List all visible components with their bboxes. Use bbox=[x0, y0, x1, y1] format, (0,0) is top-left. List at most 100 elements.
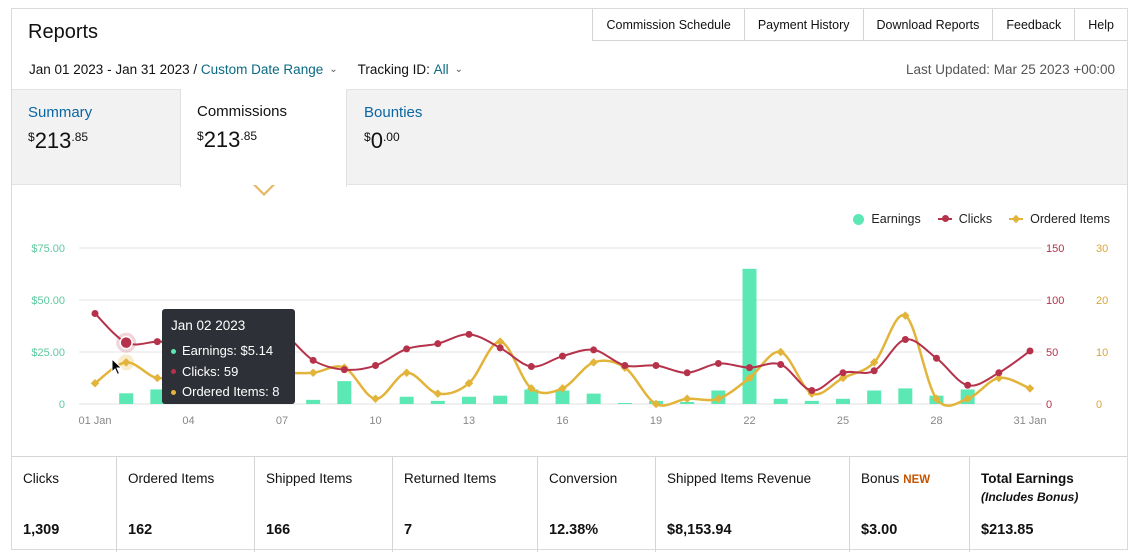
tab-commissions[interactable]: Commissions $213.85 bbox=[180, 89, 347, 187]
tracking-id-label: Tracking ID: bbox=[357, 62, 430, 77]
clicks-point bbox=[714, 359, 722, 367]
ordered-items-point bbox=[558, 384, 567, 393]
clicks-point bbox=[434, 340, 442, 348]
tooltip-title: Jan 02 2023 bbox=[171, 318, 246, 333]
clicks-point bbox=[652, 362, 660, 370]
stat-returned-items: Returned Items 7 bbox=[393, 457, 538, 552]
earnings-bar bbox=[773, 398, 788, 404]
ordered-items-point bbox=[433, 389, 443, 398]
left-axis-tick: $75.00 bbox=[31, 243, 65, 255]
chart-legend: Earnings Clicks Ordered Items bbox=[836, 212, 1110, 226]
earnings-bar bbox=[119, 393, 134, 404]
ordered-items-axis-tick: 10 bbox=[1096, 347, 1108, 359]
earnings-bar bbox=[306, 399, 321, 404]
clicks-axis-tick: 50 bbox=[1046, 347, 1058, 359]
ordered-items-point bbox=[402, 368, 411, 378]
tooltip-dot-clicks bbox=[171, 369, 176, 375]
legend-swatch-clicks bbox=[937, 215, 952, 222]
earnings-bar bbox=[150, 389, 165, 404]
download-reports-button[interactable]: Download Reports bbox=[863, 9, 994, 40]
report-tabs: Summary $213.85 Commissions $213.85 Boun… bbox=[12, 89, 1127, 187]
left-axis-tick: $50.00 bbox=[31, 295, 65, 307]
ordered-items-point bbox=[308, 368, 318, 378]
ordered-items-point bbox=[589, 358, 598, 367]
clicks-point bbox=[839, 369, 847, 377]
legend-item-clicks[interactable]: Clicks bbox=[937, 212, 993, 226]
payment-history-button[interactable]: Payment History bbox=[744, 9, 864, 40]
x-axis-tick: 01 Jan bbox=[78, 415, 111, 427]
clicks-point bbox=[91, 310, 99, 318]
clicks-point bbox=[527, 363, 535, 371]
x-axis-tick: 07 bbox=[276, 415, 288, 427]
clicks-point bbox=[559, 352, 566, 360]
x-axis-tick: 04 bbox=[182, 415, 194, 427]
stat-value: 162 bbox=[128, 522, 153, 538]
clicks-point bbox=[870, 367, 878, 375]
clicks-point bbox=[309, 356, 317, 364]
clicks-point bbox=[496, 344, 504, 352]
stat-ordered-items: Ordered Items 162 bbox=[117, 457, 255, 552]
clicks-highlight-point bbox=[119, 335, 133, 350]
tab-commissions-amount: $213.85 bbox=[197, 127, 258, 152]
clicks-point bbox=[621, 362, 629, 370]
stat-value: 166 bbox=[266, 522, 291, 538]
legend-label: Earnings bbox=[871, 212, 921, 226]
legend-item-ordered-items[interactable]: Ordered Items bbox=[1009, 212, 1110, 226]
tracking-id-dropdown[interactable]: All bbox=[433, 62, 449, 77]
stat-label: Clicks bbox=[23, 471, 59, 486]
ordered-items-axis-tick: 20 bbox=[1096, 295, 1108, 307]
stat-value: $213.85 bbox=[981, 522, 1034, 538]
stat-label: Returned Items bbox=[404, 471, 497, 486]
x-axis-tick: 16 bbox=[556, 415, 568, 427]
legend-swatch-earnings bbox=[853, 213, 865, 225]
clicks-point bbox=[590, 346, 598, 354]
custom-date-range-dropdown[interactable]: Custom Date Range bbox=[200, 62, 324, 77]
tab-summary[interactable]: Summary $213.85 bbox=[12, 90, 180, 186]
stats-bar: Clicks 1,309 Ordered Items 162 Shipped I… bbox=[12, 456, 1127, 552]
feedback-button[interactable]: Feedback bbox=[993, 9, 1076, 40]
stat-label: Bonus NEW bbox=[861, 471, 931, 486]
filter-bar: Jan 01 2023 - Jan 31 2023 / Custom Date … bbox=[29, 62, 483, 77]
stat-label: Shipped Items bbox=[266, 471, 353, 486]
legend-label: Ordered Items bbox=[1030, 212, 1110, 226]
tab-summary-amount: $213.85 bbox=[28, 128, 89, 153]
earnings-bar bbox=[399, 396, 414, 404]
chevron-down-icon[interactable]: ⌄ bbox=[454, 64, 464, 75]
new-badge: NEW bbox=[903, 474, 931, 486]
clicks-point bbox=[964, 381, 972, 389]
page-title: Reports bbox=[28, 21, 99, 43]
legend-item-earnings[interactable]: Earnings bbox=[853, 212, 921, 226]
earnings-bar bbox=[836, 398, 850, 404]
chevron-down-icon[interactable]: ⌄ bbox=[329, 64, 338, 75]
tooltip-row-earnings: Earnings: $5.14 bbox=[171, 341, 286, 362]
stat-clicks: Clicks 1,309 bbox=[12, 457, 117, 552]
clicks-point bbox=[465, 330, 473, 338]
ordered-items-axis-tick: 30 bbox=[1096, 243, 1108, 255]
x-axis-tick: 10 bbox=[369, 415, 381, 427]
last-updated: Last Updated: Mar 25 2023 +00:00 bbox=[905, 62, 1115, 77]
stat-value: 7 bbox=[404, 522, 413, 538]
commission-schedule-button[interactable]: Commission Schedule bbox=[593, 9, 745, 40]
tab-commissions-label: Commissions bbox=[197, 103, 288, 120]
clicks-point bbox=[403, 345, 411, 353]
clicks-axis-tick: 150 bbox=[1046, 243, 1064, 255]
earnings-bar bbox=[555, 390, 570, 404]
legend-swatch-ordered-items bbox=[1009, 214, 1024, 224]
stat-label: Ordered Items bbox=[128, 471, 215, 486]
stat-bonus: Bonus NEW $3.00 bbox=[850, 457, 970, 552]
x-axis-tick: 25 bbox=[837, 415, 849, 427]
clicks-point bbox=[901, 336, 909, 344]
clicks-point bbox=[777, 360, 785, 368]
help-button[interactable]: Help bbox=[1075, 9, 1127, 40]
earnings-bar bbox=[586, 393, 601, 404]
ordered-items-point bbox=[495, 337, 505, 346]
legend-label: Clicks bbox=[958, 212, 993, 226]
earnings-bar bbox=[898, 388, 913, 404]
x-axis-tick: 19 bbox=[650, 415, 662, 427]
tab-bounties[interactable]: Bounties $0.00 bbox=[348, 90, 498, 186]
earnings-bar bbox=[742, 268, 757, 404]
earnings-bar bbox=[804, 400, 819, 404]
ordered-items-point bbox=[682, 394, 692, 404]
earnings-bar bbox=[617, 402, 632, 404]
